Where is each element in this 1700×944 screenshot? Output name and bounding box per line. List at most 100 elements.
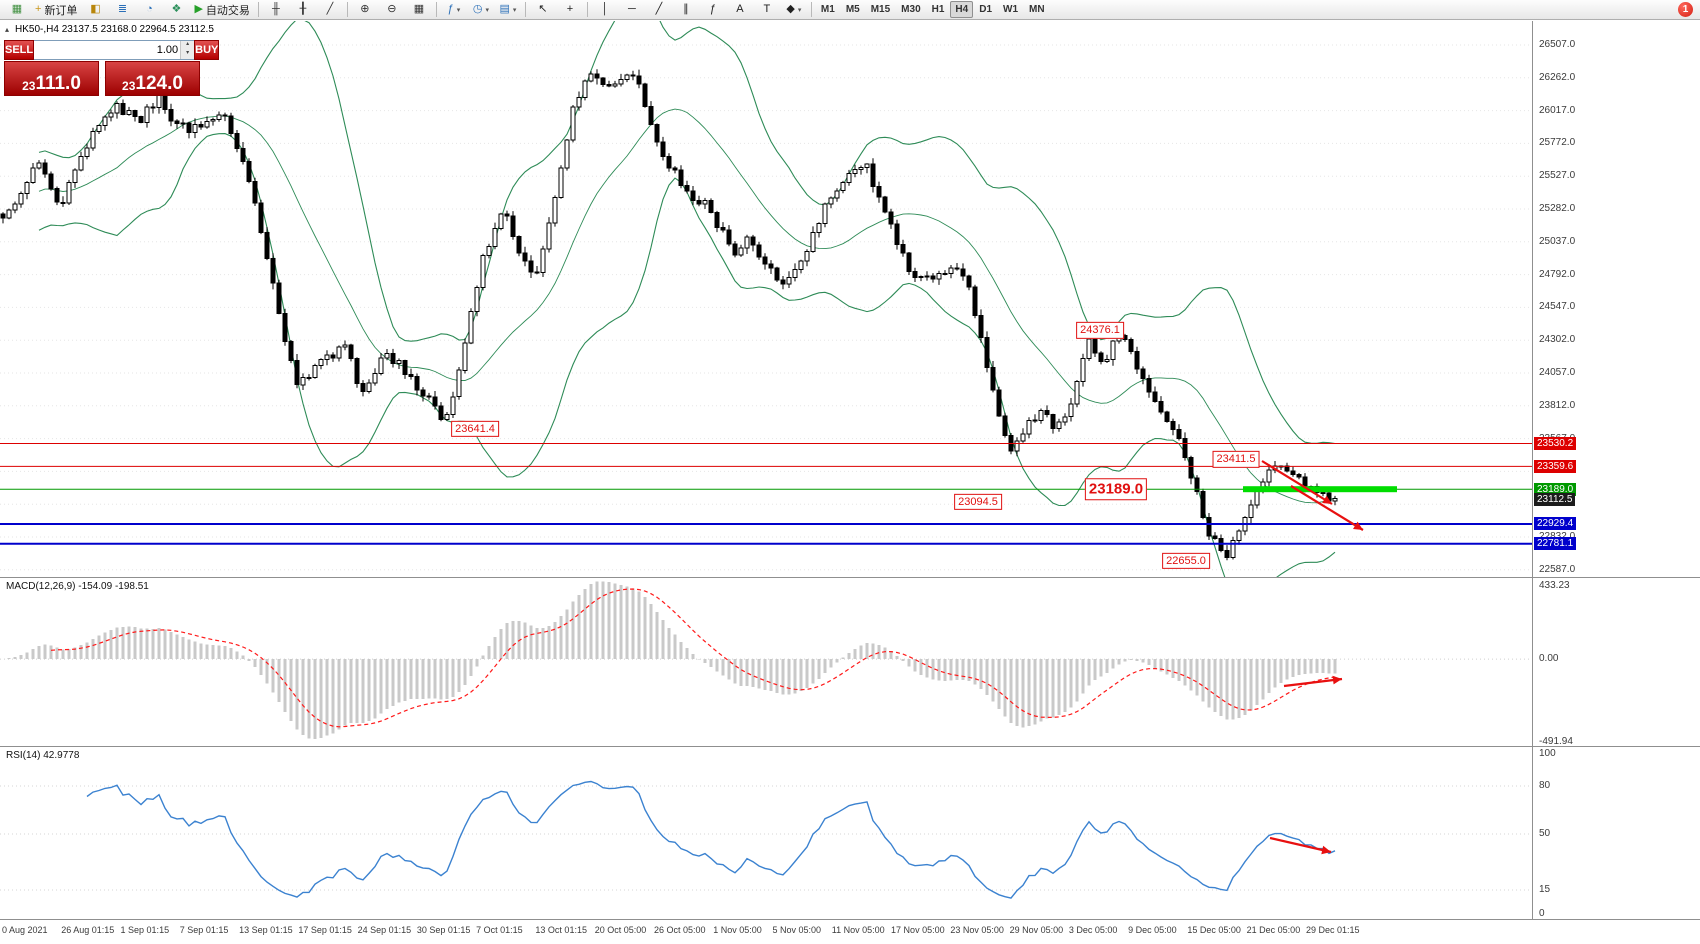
time-axis-label: 30 Sep 01:15 — [416, 925, 471, 935]
time-axis-label: 1 Sep 01:15 — [120, 925, 170, 935]
candlestick-chart-type-icon[interactable]: ╂ — [290, 0, 316, 19]
bar-chart-type-icon[interactable]: ╫ — [263, 0, 289, 19]
timeframe-m1[interactable]: M1 — [820, 4, 835, 15]
price-axis-label: 26262.0 — [1539, 71, 1576, 83]
price-axis-label: 25772.0 — [1539, 137, 1576, 149]
navigator-icon[interactable]: ❖ — [163, 0, 189, 19]
sell-button[interactable]: SELL — [4, 40, 35, 60]
rsi-panel[interactable] — [0, 747, 1532, 919]
time-axis-label: 29 Nov 05:00 — [1009, 925, 1064, 935]
timeframe-m30[interactable]: M30 — [901, 4, 921, 15]
crosshair-icon[interactable]: + — [557, 0, 583, 19]
panel-separator[interactable] — [0, 577, 1700, 578]
macd-signal-line — [50, 588, 1336, 728]
macd-panel[interactable] — [0, 578, 1532, 747]
bull-candles — [6, 73, 1338, 558]
toolbar-separator — [586, 2, 588, 17]
data-window-icon[interactable]: ◔ — [136, 0, 162, 19]
time-axis-label: 7 Oct 01:15 — [476, 925, 523, 935]
vertical-line-icon[interactable]: │ — [592, 0, 618, 19]
price-axis-label: 24302.0 — [1539, 334, 1576, 346]
tile-windows-icon[interactable]: ▦ — [406, 0, 432, 19]
timeframe-h4[interactable]: H4 — [950, 1, 974, 18]
templates-icon[interactable]: ▤ ▾ — [495, 0, 521, 19]
navigator-icon: ❖ — [171, 3, 182, 15]
time-axis-label: 23 Nov 05:00 — [950, 925, 1004, 935]
macd-axis-label: 0.00 — [1539, 653, 1559, 665]
macd-histogram — [7, 581, 1337, 739]
cursor-icon[interactable]: ↖ — [530, 0, 556, 19]
templates-icon: ▤ — [499, 3, 510, 15]
notification-badge[interactable]: 1 — [1678, 2, 1693, 17]
support-zone-highlight[interactable] — [1243, 486, 1397, 493]
time-axis-label: 26 Oct 05:00 — [653, 925, 706, 935]
price-axis-label: 26017.0 — [1539, 104, 1576, 116]
time-axis-label: 5 Nov 05:00 — [772, 925, 822, 935]
timeframe-m5[interactable]: M5 — [845, 4, 860, 15]
trendline-icon[interactable]: ╱ — [646, 0, 672, 19]
buy-price-box[interactable]: 23 124.0 — [105, 61, 200, 96]
line-chart-type-icon[interactable]: ╱ — [317, 0, 343, 19]
volume-decrease-icon[interactable]: ▾ — [181, 50, 195, 59]
time-axis-label: 0 Aug 2021 — [2, 925, 48, 935]
arrows-tool-icon[interactable]: ◆ ▾ — [781, 0, 807, 19]
price-axis-label: 22587.0 — [1539, 563, 1576, 575]
indicators-icon[interactable]: ƒ ▾ — [441, 0, 467, 19]
charts-window-icon[interactable]: ▦ — [4, 0, 30, 19]
zoom-out-icon[interactable]: ⊖ — [379, 0, 405, 19]
timeframe-m15[interactable]: M15 — [870, 4, 891, 15]
trendline-icon: ╱ — [655, 3, 663, 15]
bollinger-bands — [38, 21, 1336, 578]
toolbar-separator — [524, 2, 526, 17]
macd-axis-label: 433.23 — [1539, 580, 1570, 591]
channel-icon[interactable]: ∥ — [673, 0, 699, 19]
autotrading-button[interactable]: ▶ 自动交易 — [190, 0, 253, 19]
price-axis-label: 25527.0 — [1539, 170, 1576, 182]
market-watch-icon[interactable]: ≣ — [109, 0, 135, 19]
charts-window-icon: ▦ — [11, 3, 23, 15]
zoom-in-icon[interactable]: ⊕ — [352, 0, 378, 19]
cursor-icon: ↖ — [538, 3, 548, 15]
volume-spinner: ▴ ▾ — [180, 41, 195, 59]
trend-arrow[interactable] — [1290, 485, 1364, 531]
timeframe-d1[interactable]: D1 — [979, 4, 993, 15]
fibonacci-icon[interactable]: ƒ — [700, 0, 726, 19]
chart-profiles-icon[interactable]: ◧ — [82, 0, 108, 19]
new-order-button[interactable]: + 新订单 — [31, 0, 81, 19]
zoom-in-icon: ⊕ — [360, 3, 370, 15]
trend-arrow[interactable] — [1261, 460, 1333, 505]
label-icon: T — [763, 3, 771, 15]
volume-increase-icon[interactable]: ▴ — [181, 41, 195, 50]
timeframe-mn[interactable]: MN — [1029, 4, 1045, 15]
timeframe-h1[interactable]: H1 — [931, 4, 945, 15]
trend-arrow[interactable] — [1283, 675, 1343, 688]
sell-price-box[interactable]: 23 111.0 — [4, 61, 99, 96]
label-icon[interactable]: T — [754, 0, 780, 19]
time-axis-label: 7 Sep 01:15 — [179, 925, 229, 935]
horizontal-line-icon[interactable]: ─ — [619, 0, 645, 19]
fibonacci-icon: ƒ — [709, 3, 716, 15]
symbol-ohlc-text: HK50-,H4 23137.5 23168.0 22964.5 23112.5 — [15, 24, 214, 35]
price-axis-label: 24057.0 — [1539, 367, 1576, 378]
text-icon[interactable]: A — [727, 0, 753, 19]
timeframe-w1[interactable]: W1 — [1003, 4, 1019, 15]
price-axis-label: 23812.0 — [1539, 399, 1576, 411]
chevron-down-icon: ▾ — [485, 6, 489, 14]
toolbar-separator — [346, 2, 348, 17]
periods-icon[interactable]: ◷ ▾ — [468, 0, 494, 19]
time-axis: 0 Aug 2021 26 Aug 01:15 1 Sep 01:15 7 Sep 0… — [0, 919, 1700, 944]
rsi-axis-label: 80 — [1539, 780, 1551, 791]
rsi-axis-label: 50 — [1539, 828, 1551, 839]
panel-separator[interactable] — [0, 746, 1700, 747]
volume-input[interactable] — [34, 41, 181, 59]
time-axis-label: 24 Sep 01:15 — [357, 925, 412, 935]
text-icon: A — [736, 3, 744, 15]
crosshair-icon: + — [566, 3, 574, 15]
one-click-collapse-icon[interactable]: ▴ — [5, 25, 10, 34]
buy-button[interactable]: BUY — [194, 40, 220, 60]
main-chart[interactable] — [0, 21, 1532, 578]
time-axis-label: 26 Aug 01:15 — [61, 925, 115, 935]
market-watch-icon: ≣ — [117, 3, 128, 15]
trend-arrow[interactable] — [1269, 836, 1332, 855]
